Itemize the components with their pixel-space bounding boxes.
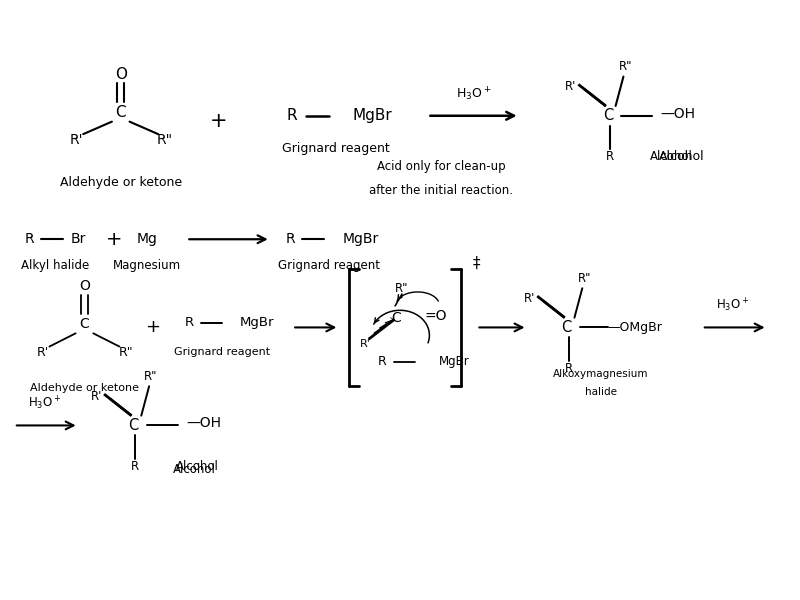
Text: Br: Br (71, 232, 86, 246)
Text: Alcohol: Alcohol (173, 463, 216, 476)
Text: ‡: ‡ (473, 256, 480, 271)
Text: H$_3$O$^+$: H$_3$O$^+$ (717, 296, 750, 314)
Text: R: R (565, 362, 573, 375)
Text: —OH: —OH (186, 416, 222, 430)
Text: C: C (562, 320, 572, 335)
Text: C: C (391, 311, 401, 325)
Text: R': R' (524, 292, 535, 305)
Text: R': R' (360, 339, 371, 349)
Text: halide: halide (585, 387, 617, 397)
Text: R: R (378, 355, 386, 368)
Text: R: R (287, 108, 298, 123)
Text: Magnesium: Magnesium (113, 259, 182, 272)
Text: =O: =O (424, 308, 446, 323)
Text: R": R" (157, 133, 173, 147)
Text: R: R (606, 151, 614, 163)
Text: C: C (115, 106, 126, 121)
Text: Alcohol: Alcohol (650, 151, 693, 163)
Text: R: R (286, 232, 295, 246)
Text: R: R (25, 232, 34, 246)
Text: Alkoxymagnesium: Alkoxymagnesium (553, 370, 649, 379)
Text: R": R" (578, 272, 591, 285)
Text: Aldehyde or ketone: Aldehyde or ketone (30, 383, 139, 393)
Text: C: C (128, 418, 138, 433)
Text: O: O (114, 67, 126, 82)
Text: R': R' (565, 80, 576, 93)
Text: R: R (131, 460, 139, 473)
Text: MgBr: MgBr (342, 232, 379, 246)
Text: Mg: Mg (137, 232, 158, 246)
Text: Grignard reagent: Grignard reagent (282, 142, 390, 155)
Text: Aldehyde or ketone: Aldehyde or ketone (60, 176, 182, 189)
Text: R": R" (618, 60, 632, 73)
Text: Grignard reagent: Grignard reagent (278, 259, 381, 272)
Text: Acid only for clean-up: Acid only for clean-up (377, 160, 506, 173)
Text: +: + (210, 110, 227, 131)
Text: O: O (79, 279, 90, 293)
Text: C: C (602, 108, 613, 123)
Text: R": R" (395, 282, 409, 295)
Text: Alkyl halide: Alkyl halide (21, 259, 89, 272)
Text: R": R" (144, 370, 158, 383)
Text: Alcohol: Alcohol (176, 460, 218, 473)
Text: R: R (185, 316, 194, 329)
Text: after the initial reaction.: after the initial reaction. (369, 184, 513, 197)
Text: H$_3$O$^+$: H$_3$O$^+$ (456, 85, 491, 103)
Text: Grignard reagent: Grignard reagent (174, 347, 270, 357)
Text: C: C (79, 317, 90, 331)
Text: +: + (146, 319, 161, 337)
Text: R': R' (37, 346, 50, 359)
Text: MgBr: MgBr (438, 355, 470, 368)
Text: MgBr: MgBr (240, 316, 274, 329)
Text: —OH: —OH (661, 107, 696, 121)
Text: R": R" (118, 346, 133, 359)
Text: Alcohol: Alcohol (658, 151, 704, 163)
Text: +: + (106, 230, 122, 249)
Text: H$_3$O$^+$: H$_3$O$^+$ (29, 394, 62, 412)
Text: MgBr: MgBr (353, 108, 393, 123)
Text: R': R' (70, 133, 83, 147)
Text: R': R' (90, 389, 102, 403)
Text: —OMgBr: —OMgBr (608, 321, 662, 334)
